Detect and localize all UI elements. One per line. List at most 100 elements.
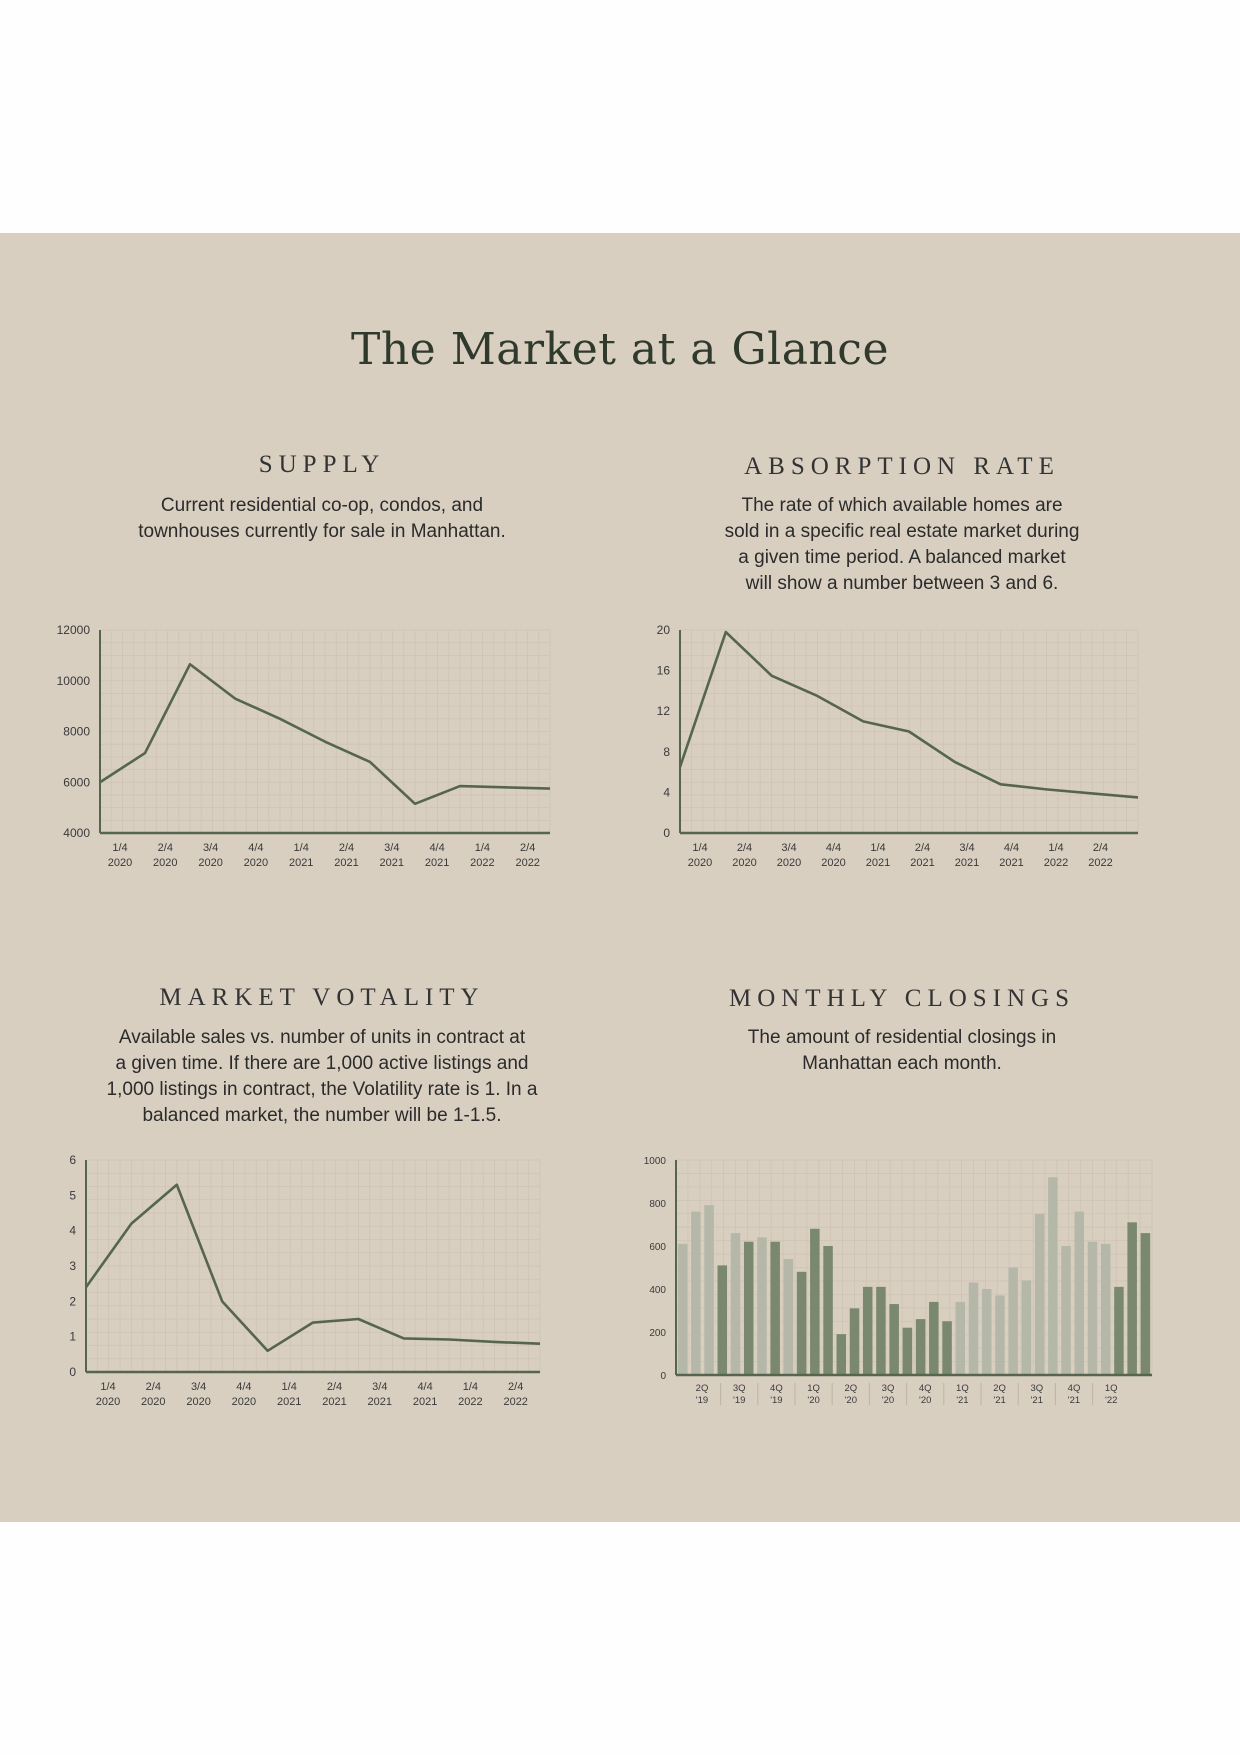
- y-tick-label: 4: [663, 785, 670, 799]
- y-tick-label: 10000: [57, 674, 91, 688]
- bar: [981, 1289, 992, 1375]
- x-tick-label: 3/4: [959, 842, 974, 854]
- y-tick-label: 16: [657, 664, 671, 678]
- bar: [717, 1265, 728, 1375]
- bar: [730, 1233, 741, 1375]
- bar: [810, 1228, 820, 1375]
- bar: [770, 1241, 780, 1375]
- x-tick-label: 3/4: [191, 1381, 206, 1393]
- x-tick-label: 2020: [232, 1396, 256, 1408]
- bar: [1100, 1243, 1111, 1375]
- bar: [889, 1304, 899, 1375]
- x-tick-label: '21: [993, 1395, 1005, 1406]
- x-tick-label: '19: [770, 1395, 782, 1406]
- bar: [1061, 1246, 1071, 1375]
- x-tick-label: 1/4: [294, 842, 309, 854]
- x-tick-label: 2/4: [520, 842, 535, 854]
- y-tick-label: 400: [649, 1285, 666, 1296]
- x-tick-label: 2021: [866, 857, 890, 869]
- y-tick-label: 4000: [63, 826, 90, 840]
- absorption-description-line: a given time period. A balanced market: [738, 547, 1066, 568]
- x-tick-label: 2021: [277, 1396, 301, 1408]
- bar: [743, 1241, 754, 1375]
- bar: [876, 1286, 886, 1375]
- bar: [823, 1246, 833, 1375]
- x-tick-label: 3Q: [1030, 1383, 1043, 1394]
- bar: [929, 1301, 939, 1375]
- y-tick-label: 20: [657, 623, 671, 637]
- y-tick-label: 6000: [63, 775, 90, 789]
- bar: [836, 1334, 847, 1375]
- supply-description-line: Current residential co-op, condos, and: [160, 495, 484, 516]
- x-tick-label: '20: [919, 1395, 931, 1406]
- y-tick-label: 600: [649, 1242, 666, 1253]
- x-tick-label: 2020: [244, 857, 268, 869]
- x-tick-label: 2021: [334, 857, 358, 869]
- volatility-description-line: balanced market, the number will be 1-1.…: [142, 1105, 502, 1126]
- x-tick-label: 2020: [108, 857, 132, 869]
- x-tick-label: 2021: [425, 857, 449, 869]
- absorption-description-line: sold in a specific real estate market du…: [724, 521, 1080, 542]
- y-tick-label: 4: [69, 1224, 76, 1238]
- bar: [1034, 1213, 1045, 1375]
- absorption-title: ABSORPTION RATE: [744, 453, 1060, 480]
- supply-chart: 4000 6000 8000 10000 12000 1/4 2020 2/4 2020 3/4 2…: [57, 623, 551, 869]
- x-tick-label: 1/4: [112, 842, 127, 854]
- y-tick-label: 5: [69, 1188, 76, 1202]
- x-tick-label: 2020: [821, 857, 845, 869]
- x-tick-label: 1/4: [475, 842, 490, 854]
- x-tick-label: 2/4: [737, 842, 752, 854]
- supply-description: Current residential co-op, condos, and t…: [62, 493, 582, 545]
- closings-chart: 020040060080010002Q'193Q'194Q'191Q'202Q'…: [644, 1156, 1153, 1406]
- bar: [942, 1321, 952, 1375]
- x-tick-label: 1Q: [807, 1383, 820, 1394]
- y-tick-label: 3: [69, 1259, 76, 1273]
- y-tick-label: 0: [69, 1365, 76, 1379]
- closings-description: The amount of residential closings in Ma…: [642, 1025, 1162, 1077]
- x-tick-label: '21: [1068, 1395, 1080, 1406]
- x-tick-label: 2021: [322, 1396, 346, 1408]
- page-title: The Market at a Glance: [351, 324, 889, 375]
- x-tick-label: 3Q: [882, 1383, 895, 1394]
- volatility-description: Available sales vs. number of units in c…: [42, 1025, 602, 1129]
- x-tick-label: 2022: [1088, 857, 1112, 869]
- volatility-description-line: Available sales vs. number of units in c…: [118, 1027, 526, 1048]
- supply-title: SUPPLY: [258, 451, 386, 478]
- y-tick-label: 12: [657, 704, 671, 718]
- y-tick-label: 0: [663, 826, 670, 840]
- bar: [1021, 1280, 1032, 1375]
- bar: [704, 1205, 714, 1375]
- x-tick-label: 4/4: [429, 842, 444, 854]
- x-tick-label: 2021: [955, 857, 979, 869]
- x-tick-label: 2020: [153, 857, 177, 869]
- x-tick-label: '21: [1031, 1395, 1043, 1406]
- x-tick-label: 2021: [289, 857, 313, 869]
- x-tick-label: 2022: [458, 1396, 482, 1408]
- y-tick-label: 2: [69, 1294, 76, 1308]
- x-tick-label: 2020: [732, 857, 756, 869]
- absorption-description: The rate of which available homes are so…: [642, 493, 1162, 597]
- closings-description-line: Manhattan each month.: [802, 1053, 1002, 1074]
- x-tick-label: 2020: [777, 857, 801, 869]
- x-tick-label: 1Q: [956, 1383, 969, 1394]
- x-tick-label: 3/4: [781, 842, 796, 854]
- bar: [757, 1237, 767, 1375]
- x-tick-label: '20: [807, 1395, 819, 1406]
- bar: [968, 1282, 979, 1375]
- bar: [862, 1286, 873, 1375]
- x-tick-label: 4Q: [919, 1383, 932, 1394]
- y-tick-label: 1000: [644, 1156, 667, 1167]
- x-tick-label: 2020: [198, 857, 222, 869]
- x-tick-label: 1/4: [282, 1381, 297, 1393]
- x-tick-label: 2Q: [696, 1383, 709, 1394]
- x-tick-label: 2Q: [993, 1383, 1006, 1394]
- x-tick-label: 2/4: [1093, 842, 1108, 854]
- bar: [1114, 1286, 1124, 1375]
- bar: [796, 1271, 807, 1375]
- bar: [783, 1258, 794, 1375]
- x-tick-label: 3/4: [203, 842, 218, 854]
- x-tick-label: 2021: [413, 1396, 437, 1408]
- x-tick-label: 4/4: [417, 1381, 432, 1393]
- volatility-description-line: 1,000 listings in contract, the Volatili…: [106, 1079, 538, 1100]
- x-tick-label: 4Q: [770, 1383, 783, 1394]
